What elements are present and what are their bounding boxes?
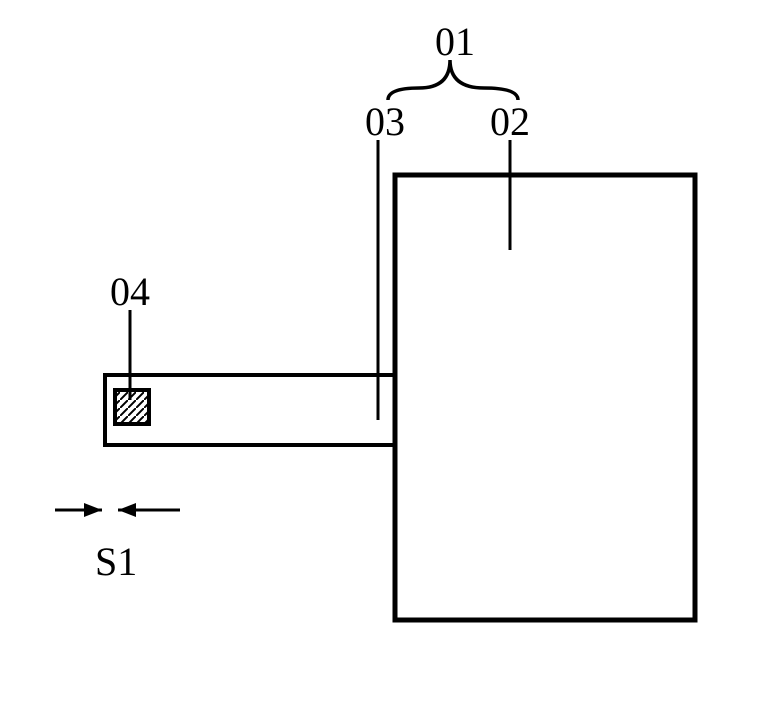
label-04: 04 (110, 269, 150, 314)
s1-arrow-left (55, 503, 102, 517)
label-01: 01 (435, 19, 475, 64)
label-s1: S1 (95, 539, 137, 584)
main-block (395, 175, 695, 620)
brace-01 (388, 60, 518, 100)
label-02: 02 (490, 99, 530, 144)
technical-diagram: 01 02 03 04 S1 (0, 0, 766, 717)
label-03: 03 (365, 99, 405, 144)
s1-arrow-right (118, 503, 180, 517)
tiny-block-hatch (115, 390, 149, 424)
